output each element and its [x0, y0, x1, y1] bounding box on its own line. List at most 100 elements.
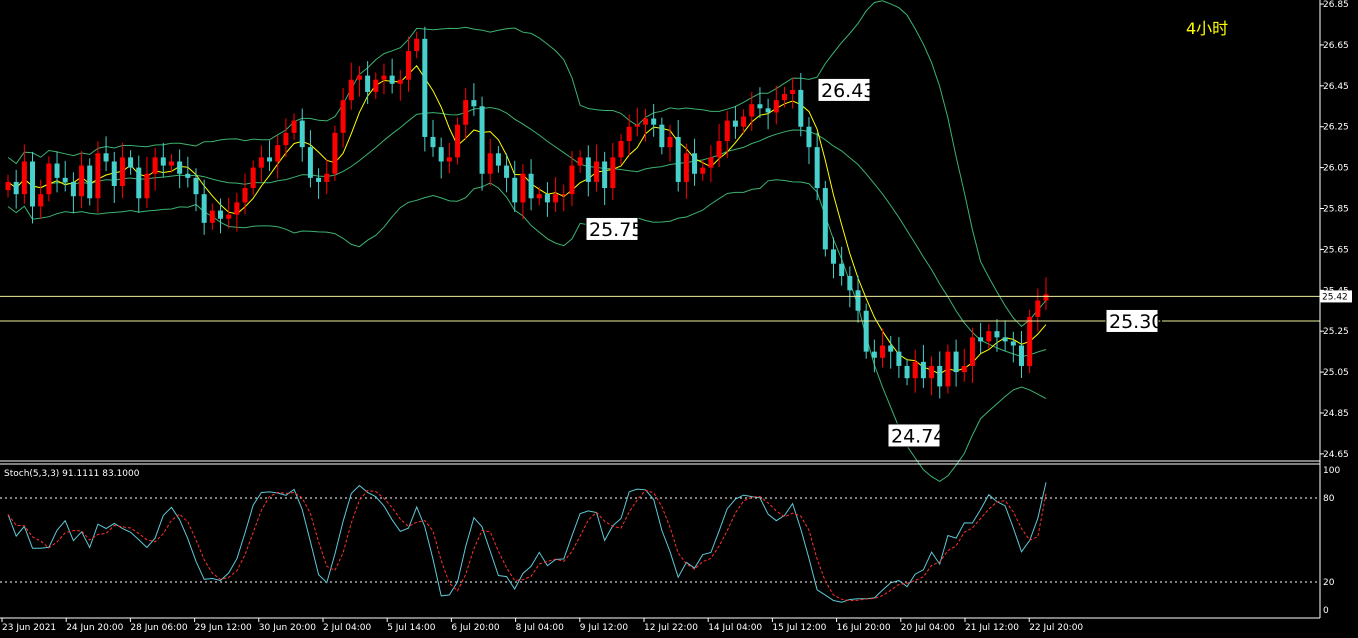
candle-body	[920, 361, 926, 379]
candle-body	[1018, 345, 1024, 366]
date-tick-label: 29 Jun 12:00	[195, 623, 252, 633]
bollinger-lower	[7, 179, 1047, 482]
candle-body	[13, 181, 19, 195]
candle-body	[781, 94, 787, 101]
candle-body	[373, 79, 379, 92]
timeframe-label: 4小时	[1186, 19, 1228, 38]
candle-body	[455, 124, 461, 158]
stoch-main-line	[7, 482, 1047, 603]
candle-body	[307, 147, 313, 178]
candle-body	[871, 351, 877, 358]
candle-body	[38, 194, 44, 207]
current-price-tag	[1320, 290, 1352, 303]
date-tick-label: 8 Jul 04:00	[516, 623, 565, 633]
candle-body	[397, 79, 403, 84]
candle-body	[430, 136, 436, 148]
candle-body	[692, 153, 698, 174]
candle-body	[520, 173, 526, 203]
candle-body	[5, 181, 11, 191]
price-tick-label: 26.05	[1323, 164, 1349, 174]
candle-body	[438, 147, 444, 162]
candle-body	[30, 161, 36, 207]
candle-body	[806, 126, 812, 148]
price-callout-box	[585, 216, 639, 241]
date-tick-label: 2 Jul 04:00	[323, 623, 372, 633]
candle-body	[888, 345, 894, 352]
candle-body	[585, 157, 591, 182]
candle-body	[651, 118, 657, 125]
candle-body	[659, 124, 665, 148]
candle-body	[275, 145, 281, 162]
bollinger-middle	[7, 106, 1047, 358]
indicator-label: Stoch(5,3,3) 91.1111 83.1000	[4, 469, 140, 479]
candle-body	[994, 331, 1000, 338]
candle-body	[405, 51, 411, 80]
candle-body	[773, 100, 779, 113]
candle-body	[700, 167, 706, 174]
candle-body	[512, 177, 518, 203]
candle-body	[185, 173, 191, 178]
candle-body	[1035, 300, 1041, 317]
candle-body	[291, 120, 297, 133]
date-tick-label: 21 Jul 12:00	[965, 623, 1019, 633]
price-tick-label: 26.25	[1323, 123, 1349, 133]
candle-body	[822, 188, 828, 250]
candle-body	[365, 75, 371, 92]
date-tick-label: 15 Jul 12:00	[772, 623, 826, 633]
candle-body	[561, 194, 567, 196]
price-callout-box	[1105, 308, 1159, 333]
candle-body	[316, 177, 322, 182]
candle-body	[389, 75, 395, 84]
candle-body	[70, 181, 76, 197]
candle-body	[332, 132, 338, 174]
candle-body	[667, 136, 673, 148]
candle-body	[937, 365, 943, 387]
stochastic-panel	[0, 482, 1320, 603]
price-tick-label: 26.65	[1323, 41, 1349, 51]
price-callout-label: 25.75	[589, 219, 643, 241]
candle-body	[708, 157, 714, 168]
current-price-label: 25.42	[1322, 292, 1348, 302]
candle-body	[422, 38, 428, 137]
candle-body	[463, 100, 469, 125]
candle-body	[544, 194, 550, 203]
price-tick-label: 26.45	[1323, 82, 1349, 92]
candle-body	[340, 100, 346, 133]
candle-body	[79, 165, 85, 197]
candle-body	[569, 165, 575, 195]
candle-body	[21, 161, 27, 195]
candle-body	[226, 214, 232, 219]
candle-body	[258, 157, 264, 168]
candle-body	[234, 202, 240, 215]
date-tick-label: 9 Jul 12:00	[580, 623, 629, 633]
price-callout-label: 26.43	[821, 80, 875, 102]
candle-body	[912, 361, 918, 379]
stoch-tick-label: 0	[1323, 606, 1329, 616]
price-tick-label: 24.65	[1323, 450, 1349, 460]
candle-body	[46, 163, 52, 195]
candle-body	[414, 38, 420, 52]
date-tick-label: 12 Jul 22:00	[644, 623, 698, 633]
candle-body	[356, 75, 362, 80]
candle-body	[471, 100, 477, 107]
candle-body	[348, 79, 354, 101]
bollinger-upper	[7, 0, 1047, 327]
candle-body	[487, 153, 493, 174]
stoch-signal-line	[7, 489, 1047, 602]
date-tick-label: 23 Jun 2021	[2, 623, 56, 633]
candle-body	[152, 157, 158, 174]
candle-body	[62, 177, 68, 182]
candle-body	[830, 249, 836, 264]
candle-body	[593, 161, 599, 182]
candle-body	[724, 120, 730, 142]
price-panel: 26.43 25.75 24.74 25.30	[0, 0, 1320, 482]
candle-body	[643, 118, 649, 125]
candle-body	[577, 157, 583, 166]
date-tick-label: 24 Jun 20:00	[66, 623, 123, 633]
candle-body	[732, 120, 738, 127]
candle-body	[446, 157, 452, 162]
candle-body	[160, 157, 166, 166]
candle-body	[749, 104, 755, 117]
date-tick-label: 14 Jul 04:00	[708, 623, 762, 633]
